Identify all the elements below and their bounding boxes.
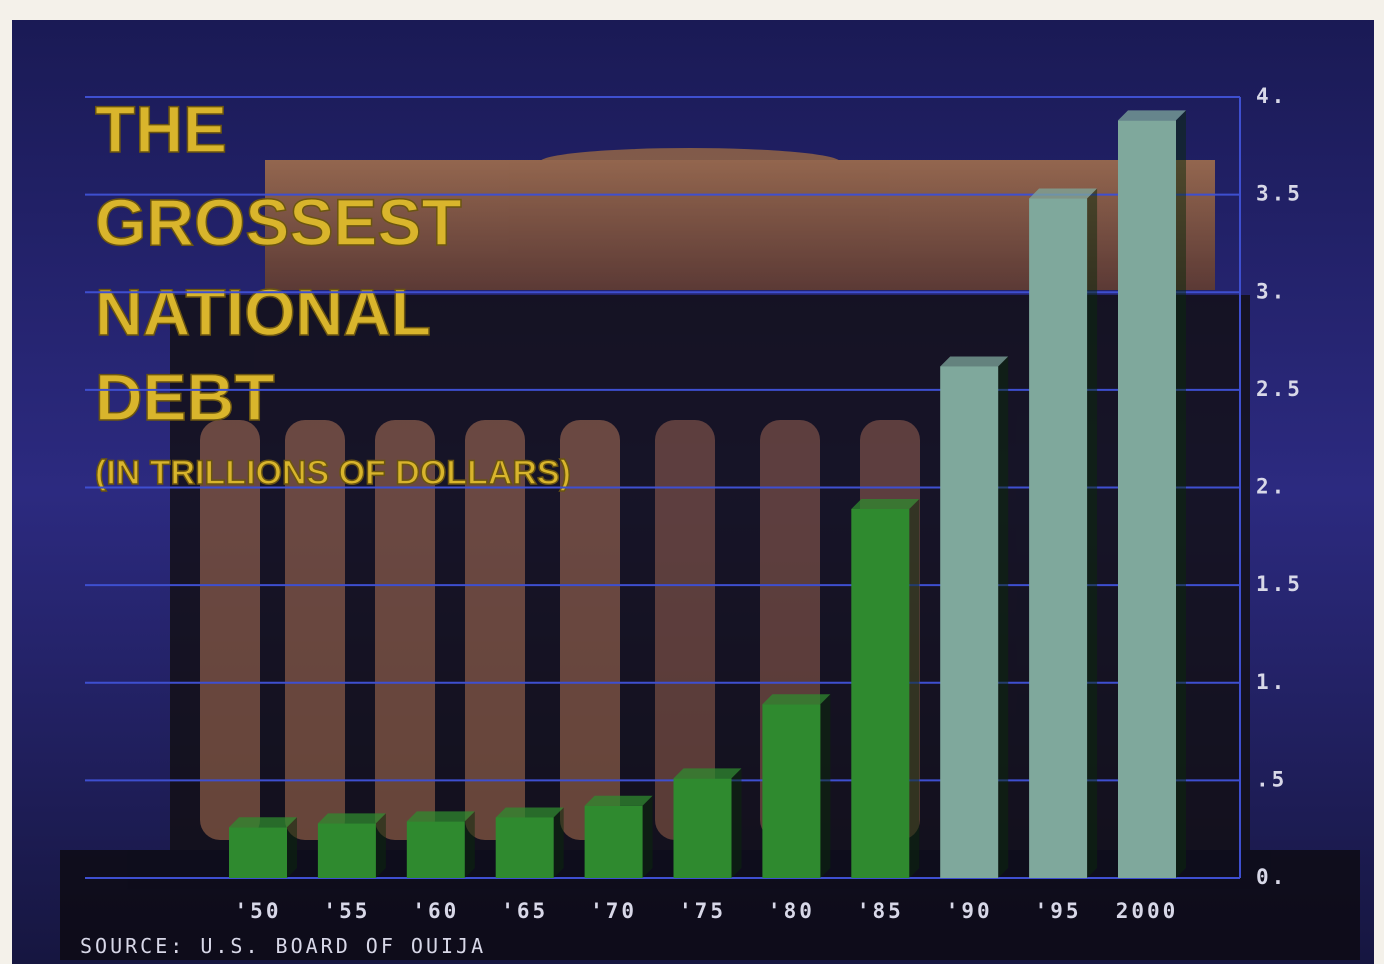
y-tick-label: 2.5 bbox=[1256, 377, 1303, 401]
bar bbox=[673, 778, 732, 878]
bar bbox=[1118, 120, 1176, 879]
bar bbox=[940, 366, 999, 878]
title-line: THE bbox=[95, 92, 227, 166]
bar-side bbox=[553, 807, 564, 878]
bar-side bbox=[731, 768, 742, 878]
bar-side bbox=[909, 498, 920, 878]
bar-top bbox=[940, 356, 1009, 367]
bar-side bbox=[375, 813, 386, 878]
bar bbox=[229, 827, 287, 878]
bar-top bbox=[317, 813, 386, 824]
y-tick-label: 2. bbox=[1256, 475, 1287, 499]
x-tick-label: 2000 bbox=[1116, 899, 1179, 923]
x-tick-label: '85 bbox=[857, 899, 904, 923]
bar-top bbox=[229, 817, 297, 828]
y-tick-label: 3.5 bbox=[1256, 182, 1303, 206]
bar-top bbox=[851, 498, 920, 509]
x-tick-label: '90 bbox=[946, 899, 993, 923]
x-tick-label: '70 bbox=[590, 899, 637, 923]
x-tick-label: '80 bbox=[768, 899, 815, 923]
bar-top bbox=[762, 694, 831, 705]
y-tick-label: 3. bbox=[1256, 279, 1287, 303]
bar-top bbox=[406, 811, 475, 822]
x-tick-label: '95 bbox=[1035, 899, 1082, 923]
bar-side bbox=[820, 694, 831, 878]
source: SOURCE: U.S. BOARD OF OUIJA bbox=[80, 934, 486, 958]
bar bbox=[762, 704, 821, 878]
bar-side bbox=[642, 795, 653, 878]
y-tick-label: 0. bbox=[1256, 865, 1287, 889]
bar bbox=[851, 508, 910, 878]
subtitle: (IN TRILLIONS OF DOLLARS) bbox=[95, 454, 571, 492]
bar bbox=[317, 823, 376, 878]
x-tick-label: '75 bbox=[679, 899, 726, 923]
x-tick-label: '60 bbox=[412, 899, 459, 923]
bar bbox=[584, 805, 643, 878]
title-block: THE GROSSEST NATIONAL DEBT (IN TRILLIONS… bbox=[94, 91, 571, 493]
bar bbox=[406, 821, 465, 878]
bar-side bbox=[1087, 188, 1098, 878]
bar-side bbox=[287, 817, 297, 878]
title-line: NATIONAL bbox=[95, 275, 431, 349]
title-line: DEBT bbox=[95, 360, 275, 434]
x-tick-label: '50 bbox=[235, 899, 282, 923]
x-tick-label: '65 bbox=[501, 899, 548, 923]
bar-top bbox=[673, 768, 742, 779]
y-tick-label: 4. bbox=[1256, 84, 1287, 108]
bar-top bbox=[1029, 188, 1098, 199]
title-line: GROSSEST bbox=[95, 185, 462, 259]
y-tick-label: .5 bbox=[1256, 767, 1287, 791]
y-tick-label: 1.5 bbox=[1256, 572, 1303, 596]
y-tick-label: 1. bbox=[1256, 670, 1287, 694]
bar-top bbox=[584, 795, 653, 806]
bar-side bbox=[998, 356, 1009, 878]
bar-side bbox=[464, 811, 475, 878]
x-tick-label: '55 bbox=[323, 899, 370, 923]
bar bbox=[1029, 198, 1088, 878]
bar-top bbox=[495, 807, 564, 818]
bar-top bbox=[1118, 110, 1186, 121]
bar bbox=[495, 817, 554, 878]
bar-side bbox=[1176, 110, 1186, 879]
